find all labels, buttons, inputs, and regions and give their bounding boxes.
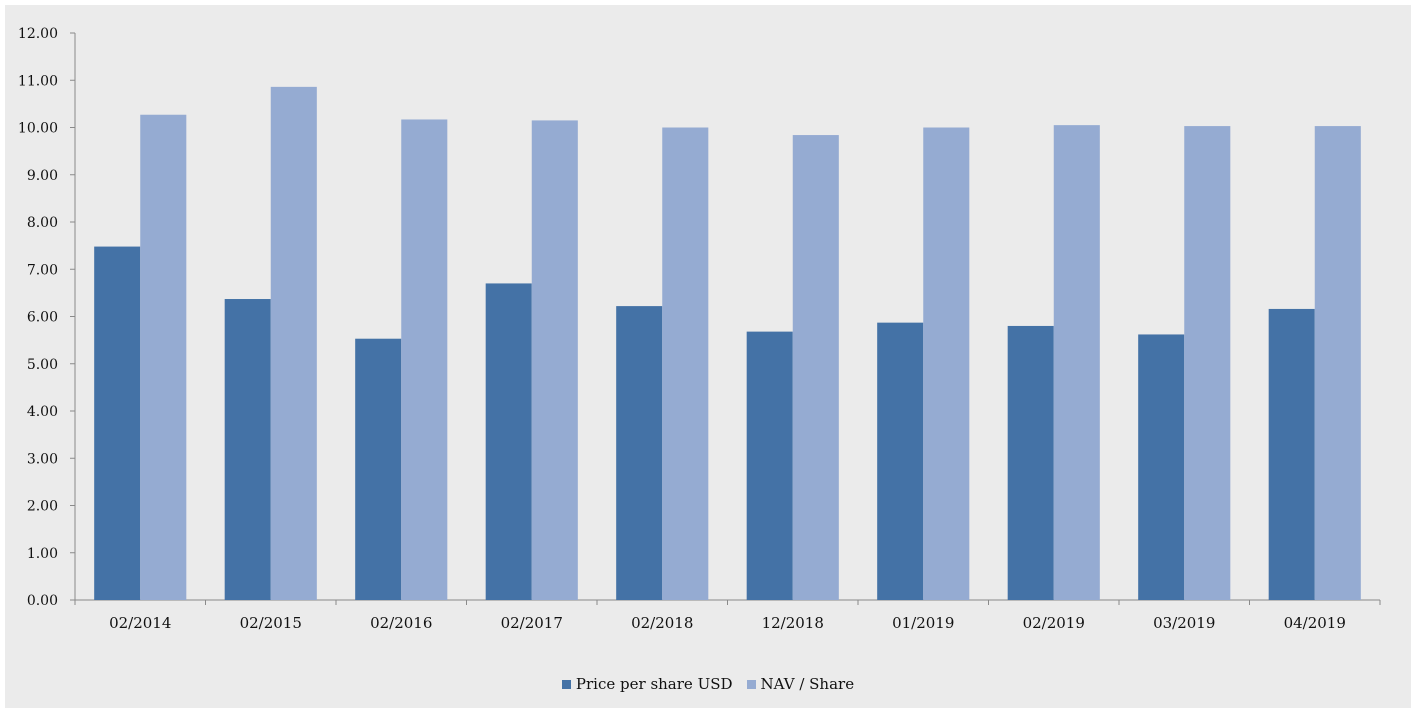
bar-nav (401, 119, 448, 600)
bar-price (485, 283, 532, 600)
bar-nav (270, 86, 317, 601)
bar-price (1007, 325, 1054, 600)
y-tick-label: 0.00 (27, 593, 58, 609)
legend-label-nav: NAV / Share (760, 675, 855, 693)
bar-chart: 0.00 1.00 2.00 3.00 4.00 5.00 6.00 7.00 8.00 9.00… (18, 26, 1381, 632)
y-tick-label: 1.00 (27, 546, 58, 562)
legend: Price per share USD NAV / Share (5, 675, 1411, 693)
legend-label-price: Price per share USD (575, 675, 733, 693)
bar-nav (1184, 126, 1231, 601)
x-tick-label: 02/2019 (1023, 614, 1085, 632)
bar-nav (662, 127, 709, 600)
x-tick-label: 12/2018 (762, 614, 824, 632)
x-tick-label: 03/2019 (1153, 614, 1215, 632)
bar-nav (1314, 126, 1361, 601)
bar-price (746, 331, 793, 600)
bar-nav (923, 127, 970, 600)
x-tick-label: 04/2019 (1284, 614, 1346, 632)
legend-swatch-nav (746, 679, 756, 689)
legend-swatch-price (561, 679, 571, 689)
y-tick-label: 6.00 (27, 310, 58, 326)
chart-frame: 0.00 1.00 2.00 3.00 4.00 5.00 6.00 7.00 8.00 9.00… (5, 5, 1411, 708)
y-tick-label: 3.00 (27, 451, 58, 467)
y-tick-label: 4.00 (27, 404, 58, 420)
bar-price (616, 306, 663, 600)
x-tick-label: 02/2015 (240, 614, 302, 632)
y-tick-label: 9.00 (27, 168, 58, 184)
x-tick-label: 02/2016 (370, 614, 432, 632)
bar-nav (531, 120, 578, 600)
bar-nav (1053, 125, 1100, 600)
y-tick-label: 5.00 (27, 357, 58, 373)
bar-price (94, 246, 141, 600)
y-tick-label: 8.00 (27, 215, 58, 231)
bar-nav (140, 114, 187, 601)
x-tick-label: 01/2019 (892, 614, 954, 632)
y-tick-label: 11.00 (18, 73, 58, 89)
bar-price (355, 338, 402, 600)
legend-item-price: Price per share USD (561, 675, 733, 693)
bar-price (1138, 334, 1185, 600)
x-tick-label: 02/2014 (109, 614, 171, 632)
bars (94, 86, 1361, 601)
bar-price (877, 322, 924, 600)
y-tick-label: 2.00 (27, 499, 58, 515)
bar-price (224, 299, 271, 600)
legend-item-nav: NAV / Share (746, 675, 855, 693)
bar-nav (792, 135, 839, 600)
bar-price (1268, 308, 1315, 600)
y-tick-label: 7.00 (27, 262, 58, 278)
y-tick-label: 12.00 (18, 26, 58, 42)
x-tick-label: 02/2017 (501, 614, 563, 632)
x-tick-label: 02/2018 (631, 614, 693, 632)
tick-labels: 0.00 1.00 2.00 3.00 4.00 5.00 6.00 7.00 8.00 9.00… (18, 26, 1346, 632)
y-tick-label: 10.00 (18, 121, 58, 137)
